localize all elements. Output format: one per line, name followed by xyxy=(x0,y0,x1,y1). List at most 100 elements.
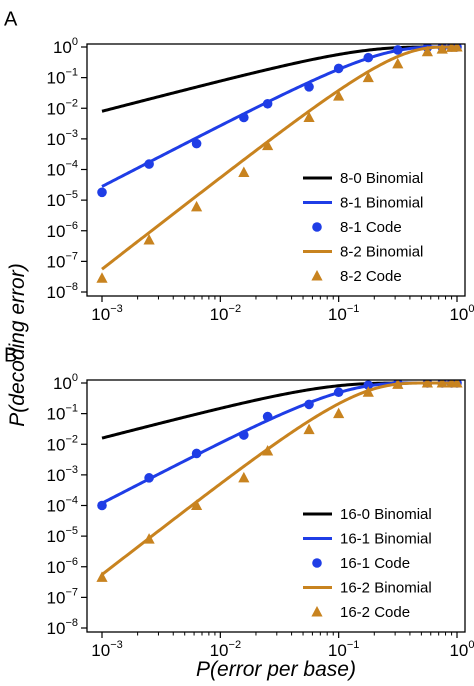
data-point xyxy=(262,445,274,456)
legend-label: 16-1 Binomial xyxy=(340,531,432,548)
data-point xyxy=(190,499,203,510)
x-tick-label: 10−1 xyxy=(328,639,359,660)
data-point xyxy=(333,387,344,398)
data-point xyxy=(238,166,250,177)
data-point xyxy=(97,500,107,511)
x-tick-label: 100 xyxy=(449,303,474,324)
data-point xyxy=(436,380,448,388)
plot-frame xyxy=(86,379,466,633)
y-tick-label: 10−4 xyxy=(47,159,78,180)
data-point xyxy=(190,200,203,212)
data-point xyxy=(304,82,314,92)
legend-circle-marker xyxy=(312,558,322,568)
x-tick-label: 10−1 xyxy=(328,303,359,324)
data-point xyxy=(333,407,345,419)
data-point xyxy=(436,44,448,54)
data-point xyxy=(363,52,374,63)
legend-label: 16-2 Binomial xyxy=(340,580,432,597)
data-point xyxy=(96,571,108,582)
y-tick-label: 10−2 xyxy=(47,433,78,454)
y-tick-label: 10−8 xyxy=(47,617,78,638)
data-point xyxy=(191,448,202,459)
data-point xyxy=(191,138,202,149)
y-tick-label: 10−6 xyxy=(47,556,78,577)
x-axis-label: P(error per base) xyxy=(196,658,356,681)
data-point xyxy=(363,380,374,390)
data-point xyxy=(262,139,274,151)
y-tick-label: 10−7 xyxy=(47,586,78,607)
y-tick-label: 10−5 xyxy=(47,525,78,546)
data-point xyxy=(144,159,154,169)
y-tick-label: 100 xyxy=(53,372,78,393)
legend-item: 8-2 Binomial xyxy=(303,244,423,261)
data-point xyxy=(451,44,463,52)
data-point xyxy=(421,45,433,57)
legend: 8-0 Binomial 8-1 Binomial 8-1 Code 8-2 Bino… xyxy=(303,170,423,285)
x-tick-label: 10−2 xyxy=(210,639,241,660)
y-tick-label: 10−3 xyxy=(47,128,78,149)
legend-item: 8-1 Binomial xyxy=(303,195,423,212)
plot-area xyxy=(96,380,463,582)
legend-item: 16-1 Code xyxy=(312,555,410,572)
data-point xyxy=(303,423,315,435)
data-point xyxy=(262,411,273,422)
data-point xyxy=(451,380,463,388)
y-tick-label: 10−4 xyxy=(47,495,78,516)
data-point xyxy=(143,233,155,245)
legend-item: 16-1 Binomial xyxy=(303,531,432,548)
data-point xyxy=(239,430,249,440)
x-tick-label: 100 xyxy=(449,639,474,660)
data-point xyxy=(392,45,403,55)
y-tick-label: 100 xyxy=(53,36,78,57)
legend-label: 8-2 Code xyxy=(340,268,402,285)
legend-item: 8-2 Code xyxy=(311,268,402,285)
legend-label: 16-2 Code xyxy=(340,604,410,621)
series-line xyxy=(101,45,457,113)
legend-item: 16-2 Binomial xyxy=(303,580,432,597)
legend-circle-marker xyxy=(312,222,322,232)
y-tick-label: 10−1 xyxy=(47,67,78,88)
series-line xyxy=(101,45,457,271)
legend-item: 8-1 Code xyxy=(312,219,402,236)
data-point xyxy=(333,90,345,101)
y-tick-label: 10−1 xyxy=(47,403,78,424)
y-axis-label: P(decoding error) xyxy=(6,263,29,426)
data-point xyxy=(303,111,315,122)
data-point xyxy=(421,380,433,388)
panel-letter: A xyxy=(4,8,18,30)
data-point xyxy=(333,63,344,74)
x-tick-label: 10−3 xyxy=(91,639,122,660)
legend-item: 8-0 Binomial xyxy=(303,170,423,187)
y-tick-label: 10−2 xyxy=(47,97,78,118)
legend-label: 16-1 Code xyxy=(340,555,410,572)
plot-area xyxy=(96,44,463,283)
x-tick-label: 10−3 xyxy=(91,303,122,324)
data-point xyxy=(239,112,249,123)
data-point xyxy=(392,57,404,69)
data-point xyxy=(362,386,374,397)
legend-item: 16-2 Code xyxy=(311,604,410,621)
series-line xyxy=(101,381,457,505)
legend-triangle-marker xyxy=(311,270,323,281)
legend-label: 16-0 Binomial xyxy=(340,506,432,523)
data-point xyxy=(362,71,374,83)
x-tick-label: 10−2 xyxy=(210,303,241,324)
data-point xyxy=(238,471,250,483)
plot-frame xyxy=(86,43,466,297)
axes: 10−3 10−2 10−1 100 10−8 10−7 10−6 10−5 10−4 10−3 1… xyxy=(47,372,474,660)
y-tick-label: 10−6 xyxy=(47,220,78,241)
data-point xyxy=(304,399,314,410)
series-line xyxy=(101,381,457,440)
legend-label: 8-1 Code xyxy=(340,219,402,236)
data-point xyxy=(392,380,404,389)
data-point xyxy=(143,533,155,544)
panel-b: B10−3 10−2 10−1 10010−810−710−610−510−410−3… xyxy=(4,344,474,660)
legend-triangle-marker xyxy=(311,606,323,617)
y-tick-label: 10−5 xyxy=(47,189,78,210)
axes: 10−3 10−2 10−1 100 10−8 10−7 10−6 10−5 10−4 10−3 1… xyxy=(47,36,474,324)
data-point xyxy=(97,187,107,198)
y-tick-label: 10−8 xyxy=(47,281,78,302)
panel-a: A10−3 10−2 10−1 10010−810−710−610−510−410−3… xyxy=(4,8,474,324)
legend-label: 8-0 Binomial xyxy=(340,170,423,187)
y-tick-label: 10−7 xyxy=(47,250,78,271)
